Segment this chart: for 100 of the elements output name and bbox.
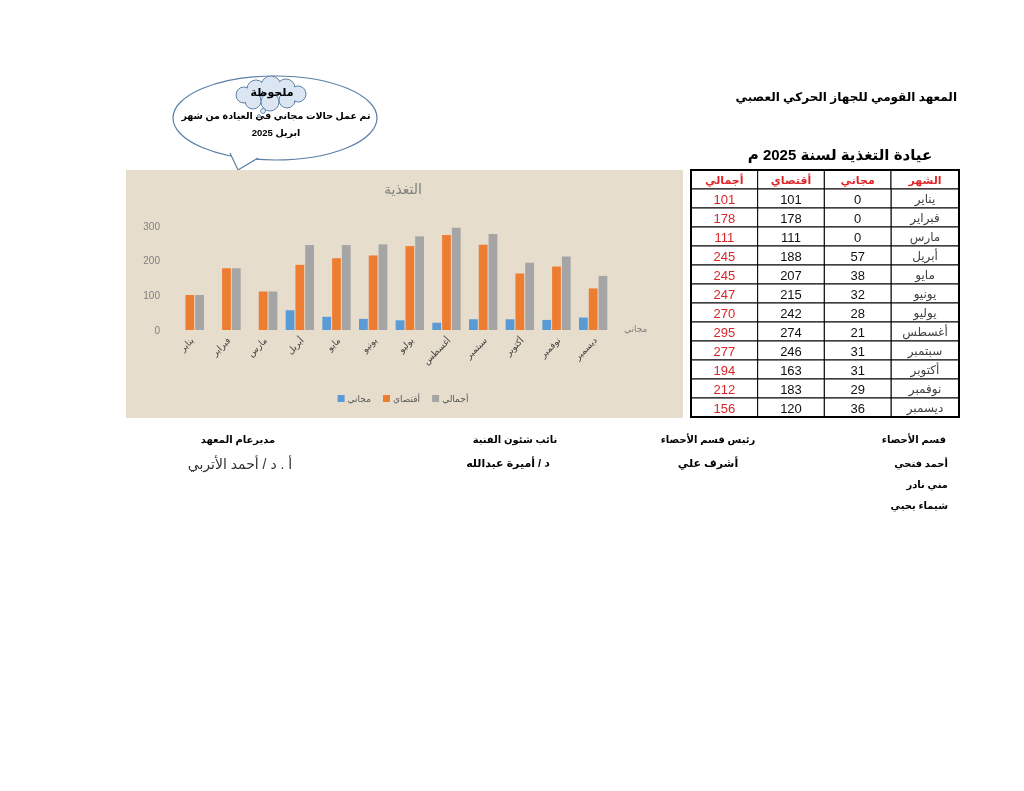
data-label: 242 [780,305,802,321]
data-label: 111 [781,229,801,245]
bar [305,245,314,330]
bar [258,291,268,330]
data-label: 188 [780,248,802,264]
x-tick-label: يونيو [359,335,380,356]
bar [222,268,231,330]
bar [542,319,552,330]
y-tick-label: مايو [914,268,935,283]
y-tick-label: 200 [143,255,161,267]
y-tick-label: 300 [143,220,161,232]
text: ملحوظة [250,86,294,100]
bar [552,266,561,330]
y-tick-label: يونيو [912,287,937,302]
x-tick-label: سبتمبر [463,335,490,362]
y-tick-label: 100 [143,289,161,301]
data-label: 0 [854,229,862,245]
data-label: 38 [850,267,865,283]
text: تم عمل حالات مجاني في العيادة من شهر ابريل 2025 [180,109,372,141]
data-label: 111 [714,229,735,245]
bar [285,310,295,330]
y-tick-label: مارس [909,230,941,245]
data-label: 101 [713,191,736,207]
data-label: 245 [713,267,736,283]
legend-label: أقتصاي [393,393,421,404]
y-tick-label: أبريل [912,248,938,264]
bar [451,227,461,330]
bar [268,291,278,330]
data-label: 246 [780,343,802,359]
bar [515,273,525,330]
bar [395,320,405,330]
bar [588,288,598,330]
bar [598,275,608,330]
bar [332,258,341,330]
y-tick-label: يناير [913,192,936,207]
text: شيماء يحيي [890,500,948,512]
data-label: 31 [850,362,865,378]
x-tick-label: يوليو [395,335,417,356]
x-tick-label: ديسمبر [571,335,600,363]
bar [579,317,588,330]
bar [195,294,204,330]
x-tick-label: مايو [324,335,343,354]
data-label: 28 [850,305,865,321]
y-axis-title: الشهر [907,173,942,187]
text: مديرعام المعهد [200,434,276,446]
data-label: 101 [780,191,802,207]
bar [469,319,478,330]
x-tick-label: مارس [245,335,270,359]
y-tick-label: ديسمبر [905,401,944,416]
x-tick-label: أكتوبر [501,334,526,359]
text: أحمد فتحي [894,458,948,470]
data-label: 245 [713,248,736,264]
data-label: 270 [713,305,736,321]
bar [505,319,515,330]
data-label: 194 [713,362,736,378]
text: رئيس قسم الأحصاء [660,434,756,446]
data-label: 247 [713,286,736,302]
x-tick-label: أغسطس [420,334,453,367]
y-tick-label: فبراير [909,211,940,226]
data-label: 0 [854,210,862,226]
x-tick-label: أقتصاي [770,172,812,187]
data-label: 212 [713,381,736,397]
bar [185,294,195,330]
data-label: 31 [850,343,865,359]
y-tick-label: أكتوبر [909,362,940,378]
y-tick-label: نوفمبر [907,382,942,397]
text: المعهد القومي للجهاز الحركي العصبي [735,90,957,105]
data-label: 29 [850,381,865,397]
bar [368,255,378,330]
text: أ . د / أحمد الأتربي [187,456,293,473]
bar [341,245,351,330]
data-label: 32 [850,286,865,302]
bar [295,264,305,330]
y-tick-label: يوليو [912,306,937,321]
text: مني نادر [906,479,948,491]
bar [432,322,442,330]
x-tick-label: أجمالي [705,172,744,187]
x-tick-label: نوفمبر [537,335,563,361]
bar [442,235,451,330]
data-label: 207 [780,267,802,283]
x-tick-label: يناير [177,335,197,355]
bar [378,244,388,330]
data-label: 57 [850,248,865,264]
x-tick-label: مجاني [840,173,875,187]
bar [359,318,368,330]
text: مجاني [624,324,648,334]
data-label: 120 [780,400,802,416]
bar [488,233,498,330]
bar [525,262,534,330]
data-label: 156 [713,400,736,416]
legend-label: مجاني [347,394,372,404]
data-label: 295 [713,324,736,340]
y-tick-label: 0 [154,324,161,336]
data-label: 183 [780,381,802,397]
x-tick-label: أبريل [284,334,306,357]
chart-title: التغذية [384,181,422,197]
text: أشرف علي [677,457,739,471]
bar [231,268,241,330]
data-label: 178 [780,210,802,226]
data-label: 178 [713,210,736,226]
